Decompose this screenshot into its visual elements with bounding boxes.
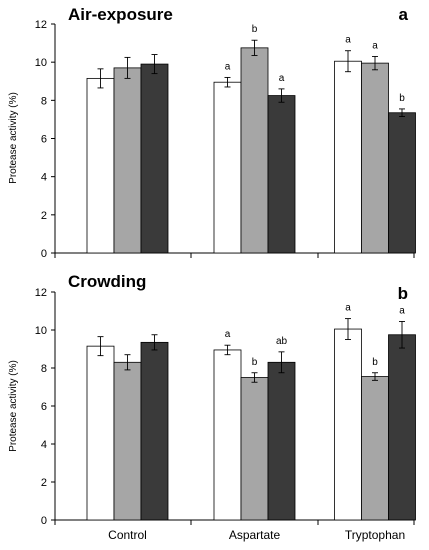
y-tick-label: 8 bbox=[41, 95, 47, 107]
x-category-label: Control bbox=[108, 528, 147, 542]
significance-label: ab bbox=[276, 336, 288, 347]
bar bbox=[388, 112, 416, 254]
y-tick-label: 4 bbox=[41, 172, 47, 184]
bar bbox=[140, 63, 169, 254]
significance-label: a bbox=[399, 305, 405, 316]
significance-label: b bbox=[252, 24, 258, 35]
panel-letter: b bbox=[398, 284, 408, 303]
y-tick-label: 0 bbox=[41, 248, 47, 260]
y-tick-label: 2 bbox=[41, 210, 47, 222]
panel-title: Air-exposure bbox=[68, 5, 173, 24]
x-category-label: Aspartate bbox=[229, 528, 281, 542]
y-tick-label: 12 bbox=[35, 19, 47, 31]
bar bbox=[113, 67, 142, 254]
bar bbox=[240, 377, 269, 521]
significance-label: a bbox=[345, 303, 351, 314]
significance-label: b bbox=[372, 357, 378, 368]
bar bbox=[113, 361, 142, 521]
bar bbox=[86, 77, 115, 254]
bar bbox=[334, 60, 362, 254]
y-tick-label: 6 bbox=[41, 401, 47, 413]
significance-label: a bbox=[225, 61, 231, 72]
y-tick-label: 2 bbox=[41, 477, 47, 489]
bar bbox=[86, 345, 115, 521]
y-tick-label: 0 bbox=[41, 515, 47, 527]
x-category-label: Tryptophan bbox=[345, 528, 405, 542]
bar bbox=[267, 361, 296, 521]
bar bbox=[213, 81, 242, 254]
bar bbox=[388, 334, 416, 521]
significance-label: a bbox=[372, 40, 378, 51]
bar bbox=[361, 62, 389, 254]
y-axis-label: Protease activity (%) bbox=[8, 92, 19, 184]
bar bbox=[240, 47, 269, 254]
bar bbox=[267, 95, 296, 254]
significance-label: a bbox=[225, 329, 231, 340]
y-tick-label: 4 bbox=[41, 439, 47, 451]
y-axis-label: Protease activity (%) bbox=[8, 360, 19, 452]
y-tick-label: 6 bbox=[41, 134, 47, 146]
y-tick-label: 10 bbox=[35, 57, 47, 69]
panel-title: Crowding bbox=[68, 272, 146, 291]
bar bbox=[334, 328, 362, 521]
y-tick-label: 8 bbox=[41, 363, 47, 375]
significance-label: a bbox=[279, 73, 285, 84]
bar bbox=[140, 341, 169, 521]
significance-label: b bbox=[399, 93, 405, 104]
bar bbox=[213, 349, 242, 521]
significance-label: b bbox=[252, 357, 258, 368]
panel-letter: a bbox=[399, 5, 409, 24]
significance-label: a bbox=[345, 35, 351, 46]
y-tick-label: 10 bbox=[35, 325, 47, 337]
bar bbox=[361, 376, 389, 521]
y-tick-label: 12 bbox=[35, 287, 47, 299]
